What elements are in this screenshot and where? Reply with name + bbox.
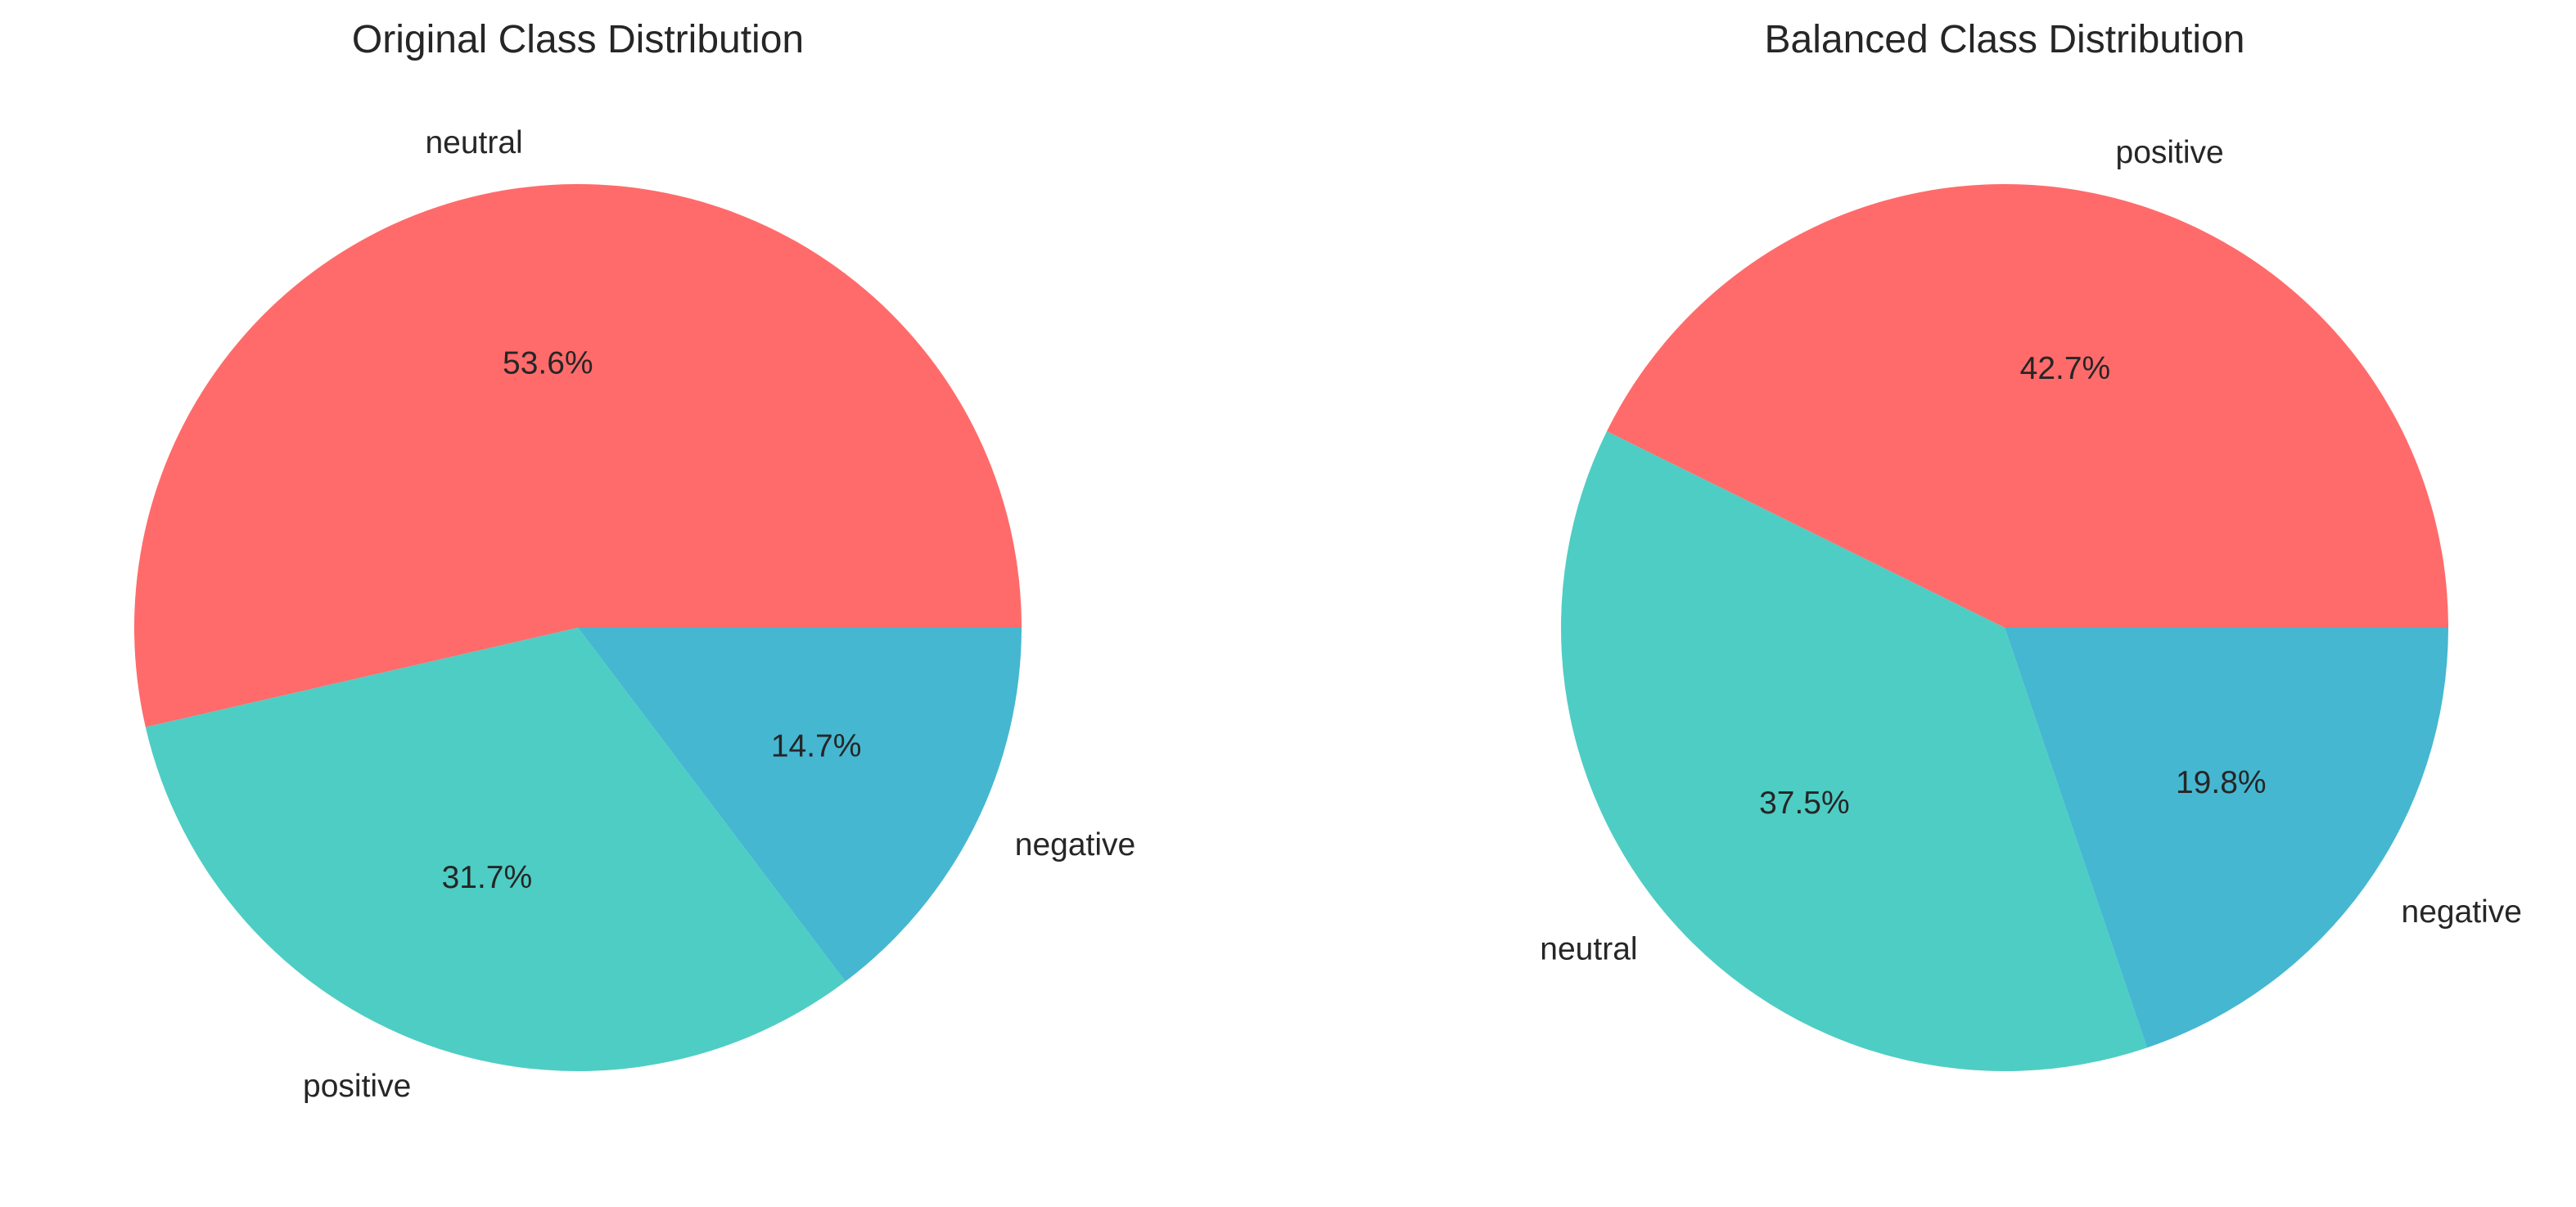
slice-label-balanced-negative: negative	[2402, 894, 2522, 930]
pie-slice-original-neutral	[133, 183, 1022, 727]
slice-label-balanced-neutral: neutral	[1540, 931, 1637, 966]
slice-label-original-neutral: neutral	[425, 125, 522, 160]
slice-label-original-positive: positive	[303, 1069, 411, 1104]
pct-label-balanced-positive: 42.7%	[2020, 351, 2111, 386]
pie-slice-balanced-positive	[1607, 184, 2448, 628]
pie-slice-balanced-negative	[2005, 628, 2448, 1048]
pie-chart-original: Original Class Distribution 53.6% neutral…	[133, 18, 1135, 1104]
chart-title-balanced: Balanced Class Distribution	[1765, 18, 2245, 61]
chart-title-original: Original Class Distribution	[352, 18, 804, 61]
slice-label-balanced-positive: positive	[2116, 135, 2224, 170]
pie-slice-original-negative	[578, 628, 1022, 982]
pct-label-original-neutral: 53.6%	[503, 345, 593, 381]
pct-label-balanced-negative: 19.8%	[2176, 765, 2267, 800]
pie-chart-balanced: Balanced Class Distribution 42.7% positiv…	[1540, 18, 2522, 1072]
pie-slice-balanced-neutral	[1561, 431, 2147, 1072]
slice-label-original-negative: negative	[1015, 827, 1135, 862]
pie-slice-original-positive	[145, 628, 846, 1071]
pct-label-balanced-neutral: 37.5%	[1759, 786, 1850, 821]
pct-label-original-negative: 14.7%	[771, 728, 862, 763]
pct-label-original-positive: 31.7%	[442, 860, 533, 895]
